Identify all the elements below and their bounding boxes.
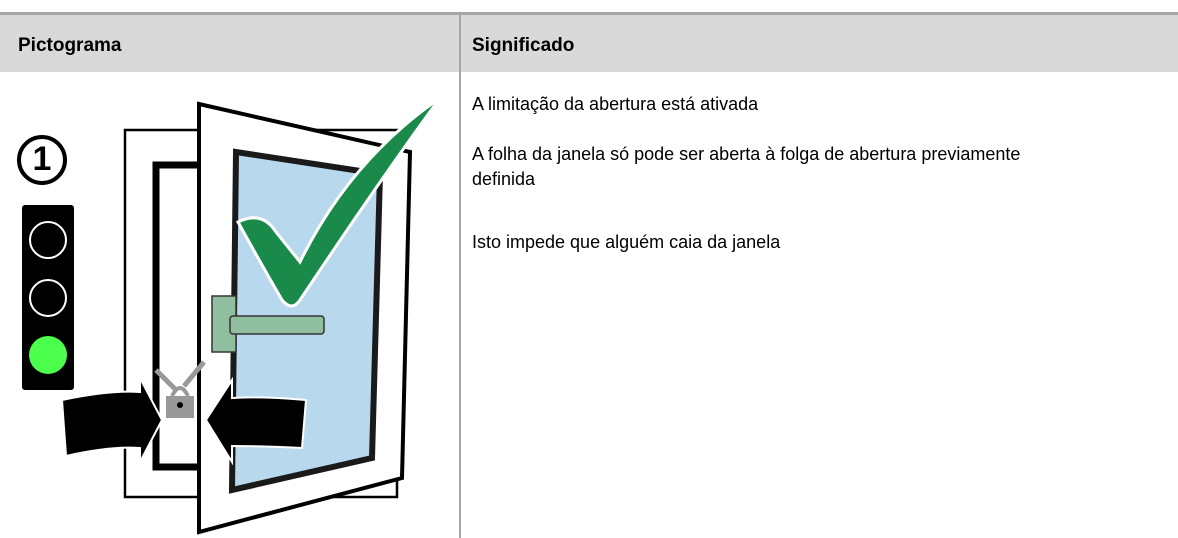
handle-lever: [229, 315, 325, 335]
table-header: Pictograma Significado: [0, 12, 1178, 72]
light-on: [29, 336, 67, 374]
column-divider: [459, 12, 461, 538]
light-off: [29, 279, 67, 317]
chain: [154, 360, 206, 392]
number-label: 1: [33, 140, 52, 178]
lock-keyhole: [177, 402, 183, 408]
lock-shackle: [170, 386, 190, 397]
number-badge: [17, 135, 67, 185]
header-cell: Significado: [472, 35, 575, 56]
header-cell: Pictograma: [18, 35, 122, 56]
check-mark: [235, 96, 442, 308]
arrow-left: [204, 376, 308, 466]
pictogram: 1: [17, 96, 442, 535]
arrow-right: [60, 377, 164, 463]
meaning-text: A limitação da abertura está ativada: [472, 94, 759, 114]
light-off: [29, 221, 67, 259]
meaning-text: A folha da janela só pode ser aberta à f…: [472, 144, 1021, 189]
meaning-text: Isto impede que alguém caia da janela: [472, 232, 781, 252]
